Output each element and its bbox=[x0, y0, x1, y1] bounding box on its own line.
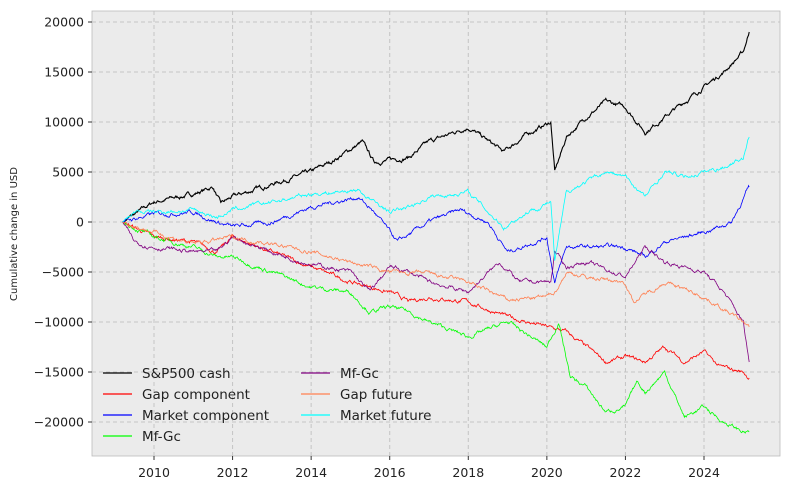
legend-label: Market component bbox=[142, 408, 269, 424]
x-tick-label: 2012 bbox=[217, 465, 249, 480]
legend: S&P500 cash Gap component Market component… bbox=[103, 366, 431, 445]
x-tick-label: 2010 bbox=[138, 465, 170, 480]
y-tick-label: −20000 bbox=[34, 415, 84, 430]
grid bbox=[92, 11, 780, 456]
plot-area bbox=[91, 10, 781, 457]
x-tick-label: 2018 bbox=[452, 465, 484, 480]
legend-label: Market future bbox=[340, 408, 431, 424]
y-axis: −20000 −15000 −10000 −5000 0 5000 10000 15000 20… bbox=[34, 15, 92, 430]
legend-label: S&P500 cash bbox=[142, 366, 231, 382]
y-tick-label: −15000 bbox=[34, 365, 84, 380]
x-tick-label: 2024 bbox=[688, 465, 720, 480]
series-line-5 bbox=[122, 221, 750, 328]
x-tick-label: 2016 bbox=[374, 465, 406, 480]
legend-label: Gap component bbox=[142, 387, 250, 403]
legend-label: Mf-Gc bbox=[142, 429, 181, 445]
x-axis: 2010 2012 2014 2016 2018 2020 2022 2024 bbox=[138, 456, 720, 480]
y-axis-label: Cumulative change in USD bbox=[9, 167, 20, 301]
series-lines bbox=[122, 31, 750, 434]
y-tick-label: 20000 bbox=[44, 15, 84, 30]
series-line-1 bbox=[122, 221, 750, 380]
y-tick-label: 5000 bbox=[52, 165, 84, 180]
y-tick-label: −5000 bbox=[42, 265, 84, 280]
series-line-2 bbox=[122, 184, 750, 284]
x-tick-label: 2022 bbox=[610, 465, 642, 480]
y-tick-label: 0 bbox=[76, 215, 84, 230]
y-tick-label: 15000 bbox=[44, 65, 84, 80]
x-tick-label: 2014 bbox=[295, 465, 327, 480]
y-tick-label: 10000 bbox=[44, 115, 84, 130]
series-line-4 bbox=[122, 221, 750, 363]
x-tick-label: 2020 bbox=[531, 465, 563, 480]
y-tick-label: −10000 bbox=[34, 315, 84, 330]
legend-label: Gap future bbox=[340, 387, 412, 403]
series-line-3 bbox=[122, 221, 750, 434]
series-line-6 bbox=[122, 136, 750, 261]
legend-label: Mf-Gc bbox=[340, 366, 379, 382]
series-line-0 bbox=[122, 31, 750, 223]
